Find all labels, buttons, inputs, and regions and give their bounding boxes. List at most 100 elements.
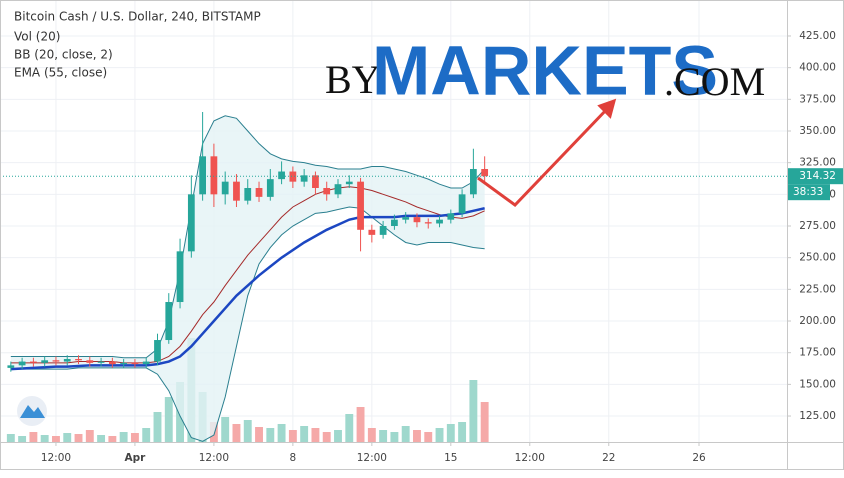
axes: 125.00 150.00 175.00 200.00 225.00 250.00 275.… — [41, 30, 843, 464]
volume-bar — [40, 435, 49, 442]
candle-body — [108, 361, 116, 365]
indicator-label: Vol (20) — [14, 30, 60, 44]
candle-body — [131, 362, 139, 365]
volume-bar — [480, 402, 489, 442]
countdown-label: 38:33 — [793, 186, 823, 198]
volume-bar — [288, 430, 297, 442]
volume-bar — [232, 424, 241, 442]
y-tick-label: 375.00 — [799, 93, 836, 105]
x-tick-label: 12:00 — [357, 452, 387, 464]
candle-body — [142, 361, 150, 365]
candle-body — [345, 181, 353, 185]
volume-bar — [322, 432, 331, 442]
volume-bar — [266, 428, 275, 442]
candle-body — [402, 217, 410, 220]
volume-bar — [469, 380, 478, 442]
candle-body — [165, 302, 173, 341]
volume-bar — [29, 432, 38, 442]
arrow-head — [597, 98, 617, 119]
y-tick-label: 150.00 — [799, 378, 836, 390]
volume-bar — [97, 435, 106, 442]
volume-bar — [119, 432, 128, 442]
watermark-suffix: .COM — [664, 59, 765, 104]
candle-body — [368, 229, 376, 235]
bb-lower — [10, 206, 485, 442]
y-tick-label: 200.00 — [799, 315, 836, 327]
candle-body — [75, 359, 82, 361]
chart-title: Bitcoin Cash / U.S. Dollar, 240, BITSTAM… — [14, 10, 261, 24]
volume-bar — [334, 430, 342, 442]
bb-fill — [10, 115, 485, 442]
y-tick-label: 325.00 — [799, 157, 836, 169]
candle-body — [436, 219, 443, 224]
indicator-label: EMA (55, close) — [14, 66, 107, 80]
volume-bar — [221, 417, 230, 442]
volume-bar — [390, 432, 399, 442]
candle-body — [120, 362, 128, 365]
candle-body — [30, 361, 37, 363]
volume-bar — [277, 424, 286, 442]
candle-body — [357, 181, 364, 230]
volume-bar — [311, 428, 320, 442]
volume-bar — [63, 433, 72, 442]
candle-body — [244, 187, 252, 201]
current-price-box — [788, 168, 843, 185]
volume-bar — [130, 433, 139, 442]
arrow-line — [477, 106, 610, 207]
candle-body — [18, 361, 26, 366]
y-tick-label: 225.00 — [799, 283, 836, 295]
candle-body — [86, 360, 94, 363]
candle-body — [458, 194, 466, 214]
volume-bar — [413, 430, 421, 442]
countdown-box — [788, 184, 830, 201]
volume-bar — [153, 412, 162, 442]
volume-bar — [367, 428, 376, 442]
y-tick-label: 400.00 — [799, 62, 836, 74]
y-tick-label: 175.00 — [799, 347, 836, 359]
candle-body — [266, 179, 274, 197]
arrow — [477, 98, 617, 207]
y-tick-label: 250.00 — [799, 252, 836, 264]
candle-body — [312, 175, 319, 188]
volume-bar — [300, 426, 309, 442]
x-tick-label: 8 — [290, 452, 297, 464]
volume-bar — [255, 427, 263, 442]
x-tick-label: 15 — [444, 452, 457, 464]
candle-body — [63, 359, 71, 362]
candle-body — [289, 171, 297, 182]
candle-body — [187, 194, 195, 252]
candle-body — [447, 213, 455, 220]
watermark-main: MARKETS — [372, 31, 718, 109]
candle-body — [424, 222, 432, 224]
candle-body — [255, 187, 263, 197]
candle-body — [481, 168, 489, 177]
volume-bar — [345, 414, 354, 442]
volume-bar — [446, 424, 455, 442]
candle-body — [7, 365, 15, 368]
candle-body — [413, 217, 421, 223]
x-tick-label: 22 — [602, 452, 615, 464]
logo — [17, 396, 47, 426]
candle-body — [221, 181, 229, 195]
volume-bar — [52, 436, 60, 442]
plot-area — [0, 111, 787, 442]
y-tick-label: 125.00 — [799, 410, 836, 422]
candle-body — [52, 360, 60, 362]
watermark-prefix: BY — [325, 57, 381, 102]
y-tick-label: 350.00 — [799, 125, 836, 137]
x-tick-label: Apr — [125, 452, 147, 464]
candle-body — [391, 219, 398, 227]
candle-body — [300, 175, 308, 182]
volume-bar — [6, 434, 15, 442]
candle-body — [154, 340, 161, 362]
y-tick-label: 275.00 — [799, 220, 836, 232]
candle-body — [379, 226, 387, 235]
candle-body — [199, 156, 207, 195]
volume-bar — [18, 436, 27, 442]
candle-body — [278, 171, 285, 180]
candle-body — [469, 168, 477, 195]
x-tick-label: 12:00 — [41, 452, 71, 464]
volume-bar — [85, 430, 94, 442]
candle-body — [334, 184, 342, 195]
